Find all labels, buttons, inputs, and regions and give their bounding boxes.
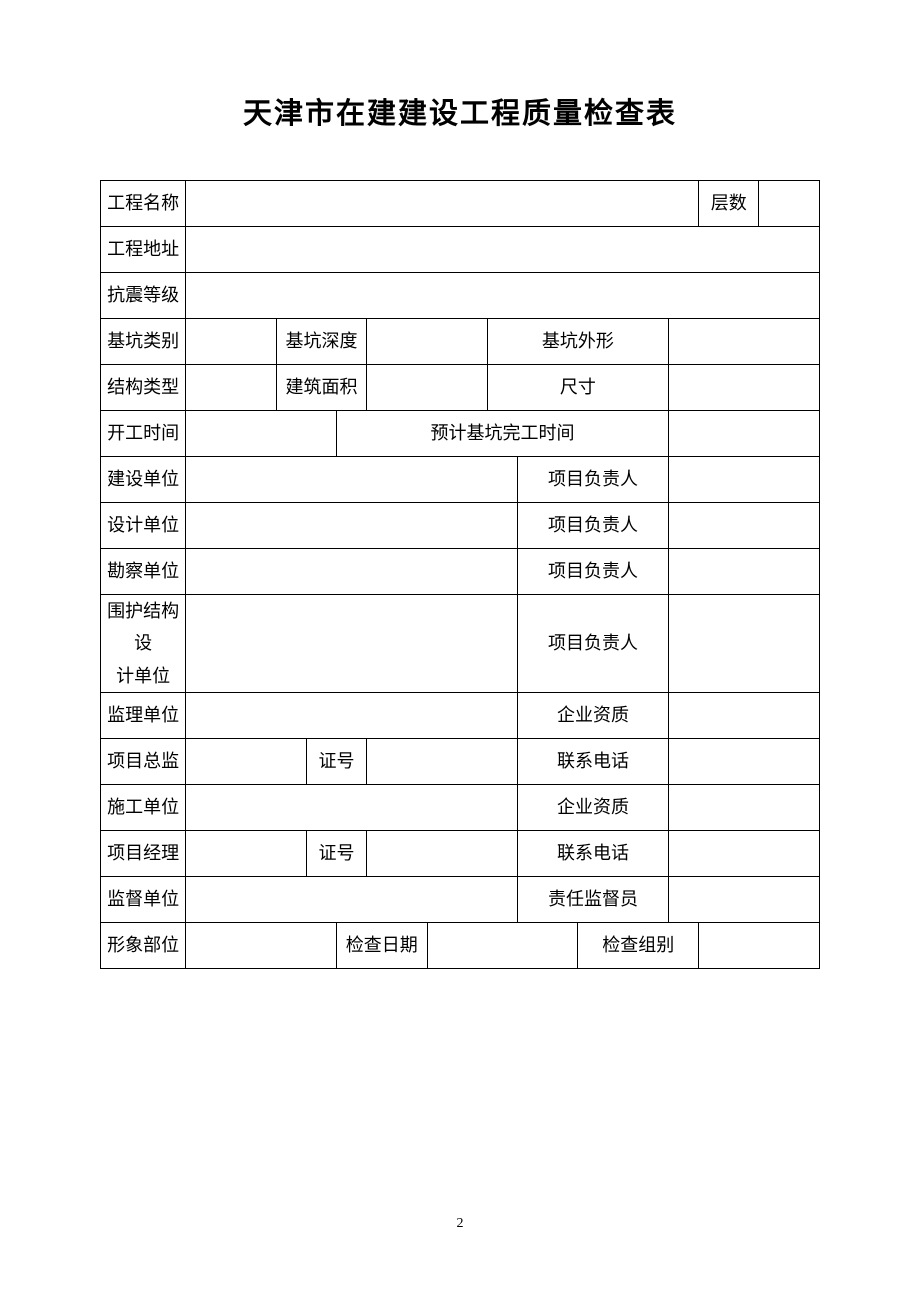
value-floors bbox=[759, 181, 820, 227]
value-survey-unit-leader bbox=[668, 549, 819, 595]
label-construction-unit: 建设单位 bbox=[101, 457, 186, 503]
label-enclosure-l1: 围护结构设 bbox=[107, 601, 179, 653]
document-page: 天津市在建建设工程质量检查表 工程名称 层数 工程地址 抗震等级 bbox=[0, 0, 920, 969]
value-structure-type bbox=[186, 365, 277, 411]
value-dimensions bbox=[668, 365, 819, 411]
label-building-area: 建筑面积 bbox=[276, 365, 367, 411]
value-seismic-grade bbox=[186, 273, 820, 319]
label-project-director: 项目总监 bbox=[101, 739, 186, 785]
label-manager-cert-no: 证号 bbox=[306, 831, 366, 877]
value-construction-company-qual bbox=[668, 785, 819, 831]
label-pit-shape: 基坑外形 bbox=[487, 319, 668, 365]
table-row: 围护结构设计单位 项目负责人 bbox=[101, 595, 820, 693]
value-supervision-unit-qual bbox=[668, 693, 819, 739]
value-director-cert-no bbox=[367, 739, 518, 785]
table-row: 监督单位 责任监督员 bbox=[101, 877, 820, 923]
value-pit-type bbox=[186, 319, 277, 365]
value-project-name bbox=[186, 181, 699, 227]
label-start-date: 开工时间 bbox=[101, 411, 186, 457]
label-enclosure-l2: 计单位 bbox=[116, 666, 170, 686]
value-construction-unit bbox=[186, 457, 518, 503]
value-project-manager bbox=[186, 831, 307, 877]
value-design-unit bbox=[186, 503, 518, 549]
value-pit-completion-date bbox=[668, 411, 819, 457]
table-row: 形象部位 检查日期 检查组别 bbox=[101, 923, 820, 969]
label-inspection-group: 检查组别 bbox=[578, 923, 699, 969]
value-project-director bbox=[186, 739, 307, 785]
label-survey-unit: 勘察单位 bbox=[101, 549, 186, 595]
value-supervisor bbox=[668, 877, 819, 923]
label-dimensions: 尺寸 bbox=[487, 365, 668, 411]
value-manager-phone bbox=[668, 831, 819, 877]
label-floors: 层数 bbox=[699, 181, 759, 227]
value-supervisory-unit bbox=[186, 877, 518, 923]
inspection-table: 工程名称 层数 工程地址 抗震等级 基坑类别 基坑深度 基坑外形 结构类型 建筑… bbox=[100, 180, 820, 969]
value-construction-unit-leader bbox=[668, 457, 819, 503]
value-start-date bbox=[186, 411, 337, 457]
label-pit-type: 基坑类别 bbox=[101, 319, 186, 365]
value-image-part bbox=[186, 923, 337, 969]
value-construction-company bbox=[186, 785, 518, 831]
table-row: 施工单位 企业资质 bbox=[101, 785, 820, 831]
value-pit-shape bbox=[668, 319, 819, 365]
value-director-phone bbox=[668, 739, 819, 785]
label-enclosure-design-unit-leader: 项目负责人 bbox=[518, 595, 669, 693]
label-survey-unit-leader: 项目负责人 bbox=[518, 549, 669, 595]
label-image-part: 形象部位 bbox=[101, 923, 186, 969]
value-project-address bbox=[186, 227, 820, 273]
label-supervisory-unit: 监督单位 bbox=[101, 877, 186, 923]
value-inspection-date bbox=[427, 923, 578, 969]
label-pit-completion-date: 预计基坑完工时间 bbox=[337, 411, 669, 457]
label-supervisor: 责任监督员 bbox=[518, 877, 669, 923]
value-enclosure-design-unit-leader bbox=[668, 595, 819, 693]
value-design-unit-leader bbox=[668, 503, 819, 549]
table-row: 项目总监 证号 联系电话 bbox=[101, 739, 820, 785]
table-row: 设计单位 项目负责人 bbox=[101, 503, 820, 549]
table-row: 工程地址 bbox=[101, 227, 820, 273]
value-building-area bbox=[367, 365, 488, 411]
value-manager-cert-no bbox=[367, 831, 518, 877]
label-pit-depth: 基坑深度 bbox=[276, 319, 367, 365]
value-enclosure-design-unit bbox=[186, 595, 518, 693]
label-inspection-date: 检查日期 bbox=[337, 923, 428, 969]
label-supervision-unit: 监理单位 bbox=[101, 693, 186, 739]
table-row: 项目经理 证号 联系电话 bbox=[101, 831, 820, 877]
page-number: 2 bbox=[0, 1216, 920, 1232]
label-design-unit: 设计单位 bbox=[101, 503, 186, 549]
label-manager-phone: 联系电话 bbox=[518, 831, 669, 877]
label-construction-unit-leader: 项目负责人 bbox=[518, 457, 669, 503]
table-row: 基坑类别 基坑深度 基坑外形 bbox=[101, 319, 820, 365]
label-project-name: 工程名称 bbox=[101, 181, 186, 227]
label-construction-company-qual: 企业资质 bbox=[518, 785, 669, 831]
table-row: 抗震等级 bbox=[101, 273, 820, 319]
value-pit-depth bbox=[367, 319, 488, 365]
label-project-address: 工程地址 bbox=[101, 227, 186, 273]
label-design-unit-leader: 项目负责人 bbox=[518, 503, 669, 549]
label-seismic-grade: 抗震等级 bbox=[101, 273, 186, 319]
table-row: 建设单位 项目负责人 bbox=[101, 457, 820, 503]
label-director-cert-no: 证号 bbox=[306, 739, 366, 785]
value-supervision-unit bbox=[186, 693, 518, 739]
label-construction-company: 施工单位 bbox=[101, 785, 186, 831]
value-inspection-group bbox=[699, 923, 820, 969]
value-survey-unit bbox=[186, 549, 518, 595]
table-row: 开工时间 预计基坑完工时间 bbox=[101, 411, 820, 457]
page-title: 天津市在建建设工程质量检查表 bbox=[100, 90, 820, 132]
label-supervision-unit-qual: 企业资质 bbox=[518, 693, 669, 739]
table-row: 勘察单位 项目负责人 bbox=[101, 549, 820, 595]
table-row: 工程名称 层数 bbox=[101, 181, 820, 227]
table-row: 监理单位 企业资质 bbox=[101, 693, 820, 739]
label-project-manager: 项目经理 bbox=[101, 831, 186, 877]
label-director-phone: 联系电话 bbox=[518, 739, 669, 785]
label-enclosure-design-unit: 围护结构设计单位 bbox=[101, 595, 186, 693]
table-row: 结构类型 建筑面积 尺寸 bbox=[101, 365, 820, 411]
label-structure-type: 结构类型 bbox=[101, 365, 186, 411]
